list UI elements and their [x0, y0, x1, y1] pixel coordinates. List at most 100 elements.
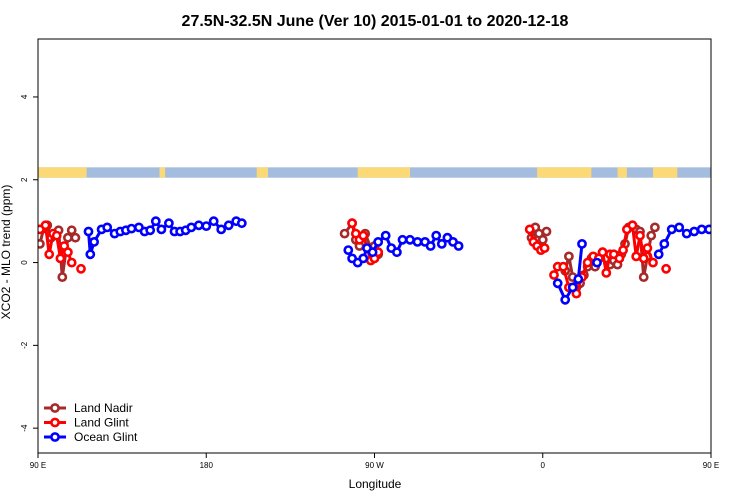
data-point	[55, 253, 66, 264]
data-point	[208, 216, 219, 227]
data-point	[541, 226, 552, 237]
data-point	[539, 243, 550, 253]
data-point	[150, 216, 161, 227]
data-point	[721, 227, 728, 234]
data-point	[412, 236, 423, 247]
data-point	[391, 247, 402, 258]
series-group	[83, 216, 735, 305]
data-point	[373, 236, 384, 247]
data-point	[638, 253, 649, 264]
data-point	[38, 239, 45, 249]
data-point	[51, 230, 62, 241]
land-strip-segment	[617, 167, 627, 178]
data-point	[653, 249, 664, 260]
legend-item: Ocean Glint	[44, 430, 138, 444]
legend-marker	[50, 432, 60, 442]
data-point	[343, 245, 354, 255]
data-point	[163, 218, 174, 229]
data-point	[63, 247, 73, 258]
data-point	[40, 220, 51, 231]
y-tick-label: -4	[20, 424, 29, 432]
y-tick-label: 2	[20, 177, 29, 182]
data-point	[659, 238, 670, 249]
x-tick-label: 180	[200, 461, 214, 470]
data-point	[614, 253, 625, 264]
legend-item: Land Glint	[44, 416, 129, 430]
data-point	[564, 251, 574, 262]
data-point	[627, 220, 638, 231]
data-point	[618, 245, 628, 255]
data-point	[83, 226, 94, 237]
data-point	[145, 225, 156, 236]
data-point	[236, 218, 247, 229]
data-point	[666, 224, 677, 235]
data-point	[635, 230, 645, 241]
y-axis-label: XCO2 - MLO trend (ppm)	[0, 185, 13, 320]
legend-label: Land Nadir	[74, 401, 133, 415]
x-tick-label: 0	[541, 461, 546, 470]
data-point	[592, 257, 602, 268]
y-tick-label: -2	[20, 341, 29, 349]
data-point	[689, 226, 700, 237]
data-point	[347, 218, 357, 229]
data-point	[537, 234, 548, 245]
land-strip-segment	[159, 167, 166, 178]
legend-label: Land Glint	[74, 416, 129, 430]
data-point	[70, 232, 81, 243]
data-point	[156, 224, 167, 235]
y-tick-label: 0	[20, 260, 29, 265]
data-point	[631, 251, 642, 262]
data-point	[567, 282, 578, 293]
land-strip-segment	[537, 167, 592, 178]
data-point	[431, 230, 442, 241]
data-point	[601, 267, 612, 278]
data-point	[582, 257, 593, 268]
legend-label: Ocean Glint	[74, 430, 138, 444]
data-point	[646, 230, 657, 241]
data-point	[713, 224, 720, 231]
data-point	[648, 257, 658, 268]
data-point	[728, 226, 735, 233]
data-point	[367, 247, 378, 258]
data-point	[560, 294, 571, 305]
data-point	[674, 222, 685, 233]
land-strip-segment	[653, 167, 678, 178]
data-point	[524, 224, 535, 235]
data-point	[186, 222, 197, 233]
data-point	[425, 241, 436, 251]
data-point	[89, 236, 99, 247]
chart-title: 27.5N-32.5N June (Ver 10) 2015-01-01 to …	[182, 13, 569, 30]
x-tick-label: 90 W	[365, 461, 384, 470]
data-point	[549, 270, 559, 280]
data-point	[223, 220, 234, 231]
data-point	[339, 228, 350, 239]
land-strip-segment	[38, 167, 87, 178]
data-point	[76, 263, 86, 274]
data-point	[85, 249, 96, 260]
data-point	[63, 232, 73, 243]
data-point	[193, 220, 204, 231]
x-axis-label: Longitude	[349, 477, 402, 491]
data-point	[57, 272, 68, 282]
data-point	[558, 261, 569, 272]
data-point	[66, 225, 77, 236]
data-point	[66, 257, 77, 268]
plot-area	[38, 167, 735, 305]
data-point	[358, 253, 369, 264]
x-tick-label: 90 E	[703, 461, 719, 470]
data-point	[126, 223, 137, 234]
data-point	[201, 221, 212, 231]
data-point	[102, 222, 113, 233]
data-point	[704, 224, 711, 235]
data-point	[397, 234, 408, 245]
legend-item: Land Nadir	[44, 401, 133, 415]
legend-marker	[50, 417, 60, 428]
data-point	[436, 238, 447, 249]
data-point	[638, 272, 649, 282]
y-tick-label: 4	[20, 94, 29, 99]
data-point	[552, 278, 563, 289]
land-strip-segment	[256, 167, 268, 178]
